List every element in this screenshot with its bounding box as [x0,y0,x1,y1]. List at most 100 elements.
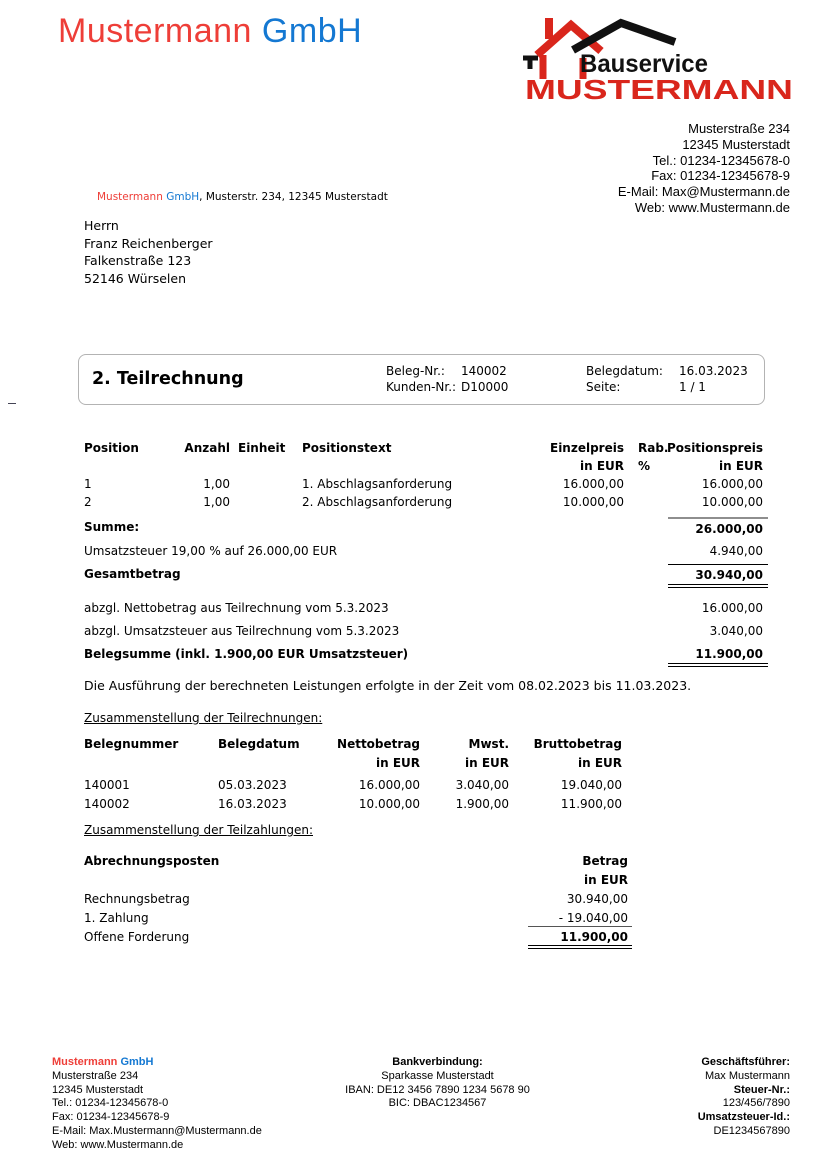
tz-label: Offene Forderung [84,930,190,944]
summe-label: Summe: [84,520,140,534]
logo-t-mark-icon [523,55,538,69]
steuer-value: 123/456/7890 [722,1097,790,1110]
col-belegnummer: Belegnummer [84,737,179,751]
item-einzelpreis: 10.000,00 [562,495,624,509]
footer-web: Web: www.Mustermann.de [52,1138,184,1151]
gesamtbetrag-label: Gesamtbetrag [84,567,181,581]
item-anzahl: 1,00 [203,495,230,509]
teilzahlung-row: 1. Zahlung - 19.040,00 [84,909,632,928]
gf-value: Max Mustermann [705,1069,790,1082]
abzgl-ust-row: abzgl. Umsatzsteuer aus Teilrechnung vom… [84,621,768,643]
abzgl-netto-value: 16.000,00 [701,601,763,615]
item-positionspreis: 16.000,00 [701,477,763,491]
contact-email: E-Mail: Max@Mustermann.de [617,184,790,200]
col-rab: Rab. [638,441,669,455]
rab-unit: % [638,459,651,473]
tz-amount: 30.940,00 [566,892,628,906]
brutto-unit: in EUR [577,755,622,770]
gesamtbetrag-row: Gesamtbetrag 30.940,00 [84,564,768,588]
item-pos: 1 [84,477,92,491]
col-positionstext: Positionstext [302,441,392,455]
recipient-name: Franz Reichenberger [84,235,213,251]
col-einheit: Einheit [238,441,286,455]
item-text: 1. Abschlagsanforderung [302,477,453,491]
footer-bank-block: Bankverbindung: Sparkasse Musterstadt IB… [295,1056,580,1111]
contact-web: Web: www.Mustermann.de [634,199,790,215]
teilrechnung-row: 140002 16.03.2023 10.000,00 1.900,00 11.… [84,797,622,816]
black-roof-icon [571,18,677,54]
tz-label: Rechnungsbetrag [84,892,190,906]
tr-brutto: 19.040,00 [560,778,622,792]
kunden-nr-value: D10000 [461,380,509,394]
col-abrechnungsposten: Abrechnungsposten [84,854,220,868]
bank-iban: IBAN: DE12 3456 7890 1234 5678 90 [345,1083,530,1096]
footer-tel: Tel.: 01234-12345678-0 [52,1097,169,1110]
teilrechnungen-table: Belegnummer Belegdatum Nettobetrag Mwst.… [84,737,622,815]
footer-fax: Fax: 01234-12345678-9 [52,1111,170,1124]
umsatzsteuer-value: 4.940,00 [709,544,763,558]
sender-name-red: Mustermann [97,191,163,203]
house-roof-icon: Bauservice MUSTERMANN [523,18,793,105]
teilzahlung-row: Offene Forderung 11.900,00 [84,928,632,949]
kunden-nr-label: Kunden-Nr.: [386,380,457,394]
seite-label: Seite: [586,380,621,394]
recipient-salutation: Herrn [84,218,119,233]
positionspreis-unit: in EUR [718,459,763,473]
mwst-unit: in EUR [464,755,509,770]
footer-name-blue: GmbH [120,1056,154,1068]
summe-value: 26.000,00 [668,517,768,538]
bank-name: Sparkasse Musterstadt [381,1069,494,1082]
house-walls-icon [539,55,587,79]
seite-value: 1 / 1 [679,380,706,394]
ustid-label: Umsatzsteuer-Id.: [697,1111,790,1124]
logo-line2: MUSTERMANN [525,74,793,105]
recipient-address: Herrn Franz Reichenberger Falkenstraße 1… [84,217,213,287]
netto-unit: in EUR [375,755,420,770]
item-row: 1 1,00 1. Abschlagsanforderung 16.000,00… [84,477,763,495]
tz-amount: - 19.040,00 [528,909,632,927]
item-pos: 2 [84,495,92,509]
tr-netto: 10.000,00 [358,796,420,811]
belegdatum-label: Belegdatum: [586,364,663,378]
tr-nr: 140002 [84,796,130,811]
footer-name-red: Mustermann [52,1056,118,1068]
bank-title: Bankverbindung: [392,1056,483,1068]
belegsumme-label: Belegsumme (inkl. 1.900,00 EUR Umsatzste… [84,647,409,661]
tr-mwst: 3.040,00 [455,778,509,792]
document-title: 2. Teilrechnung [92,369,244,389]
einzelpreis-unit: in EUR [579,459,624,473]
footer-company-name: Mustermann GmbH [52,1056,262,1070]
col-belegdatum: Belegdatum [218,737,300,751]
teilrechnungen-units-row: in EUR in EUR in EUR [84,756,622,775]
teilrechnung-row: 140001 05.03.2023 16.000,00 3.040,00 19.… [84,778,622,797]
items-header-row: Position Anzahl Einheit Positionstext Ei… [84,441,763,459]
items-header-row-units: in EUR % in EUR [84,459,763,477]
company-wordmark-name: Mustermann [58,12,252,50]
bauservice-logo: Bauservice MUSTERMANN [523,6,797,105]
col-betrag: Betrag [582,854,628,868]
company-wordmark: Mustermann GmbH [58,12,362,51]
col-mwst: Mwst. [468,737,509,751]
teilzahlungen-header-row: Abrechnungsposten Betrag [84,852,632,871]
company-contact-block: Musterstraße 234 12345 Musterstadt Tel.:… [618,121,790,216]
tr-netto: 16.000,00 [358,778,420,792]
tz-label: 1. Zahlung [84,911,149,925]
recipient-street: Falkenstraße 123 [84,253,192,268]
contact-city: 12345 Musterstadt [682,136,790,152]
teilzahlungen-units-row: in EUR [84,871,632,890]
item-anzahl: 1,00 [203,477,230,491]
bank-bic: BIC: DBAC1234567 [388,1097,487,1110]
teilrechnungen-heading: Zusammenstellung der Teilrechnungen: [84,711,323,725]
execution-period-note: Die Ausführung der berechneten Leistunge… [84,678,692,693]
item-positionspreis: 10.000,00 [701,495,763,509]
belegsumme-value: 11.900,00 [668,644,768,667]
logo-line1: Bauservice [580,50,708,78]
abzgl-ust-value: 3.040,00 [709,624,763,638]
betrag-unit: in EUR [583,873,628,887]
abzgl-ust-label: abzgl. Umsatzsteuer aus Teilrechnung vom… [84,624,400,638]
footer-legal-block: Geschäftsführer: Max Mustermann Steuer-N… [698,1056,790,1139]
col-position: Position [84,441,139,455]
umsatzsteuer-row: Umsatzsteuer 19,00 % auf 26.000,00 EUR 4… [84,541,768,563]
abzgl-netto-row: abzgl. Nettobetrag aus Teilrechnung vom … [84,598,768,620]
fold-mark [8,403,16,404]
